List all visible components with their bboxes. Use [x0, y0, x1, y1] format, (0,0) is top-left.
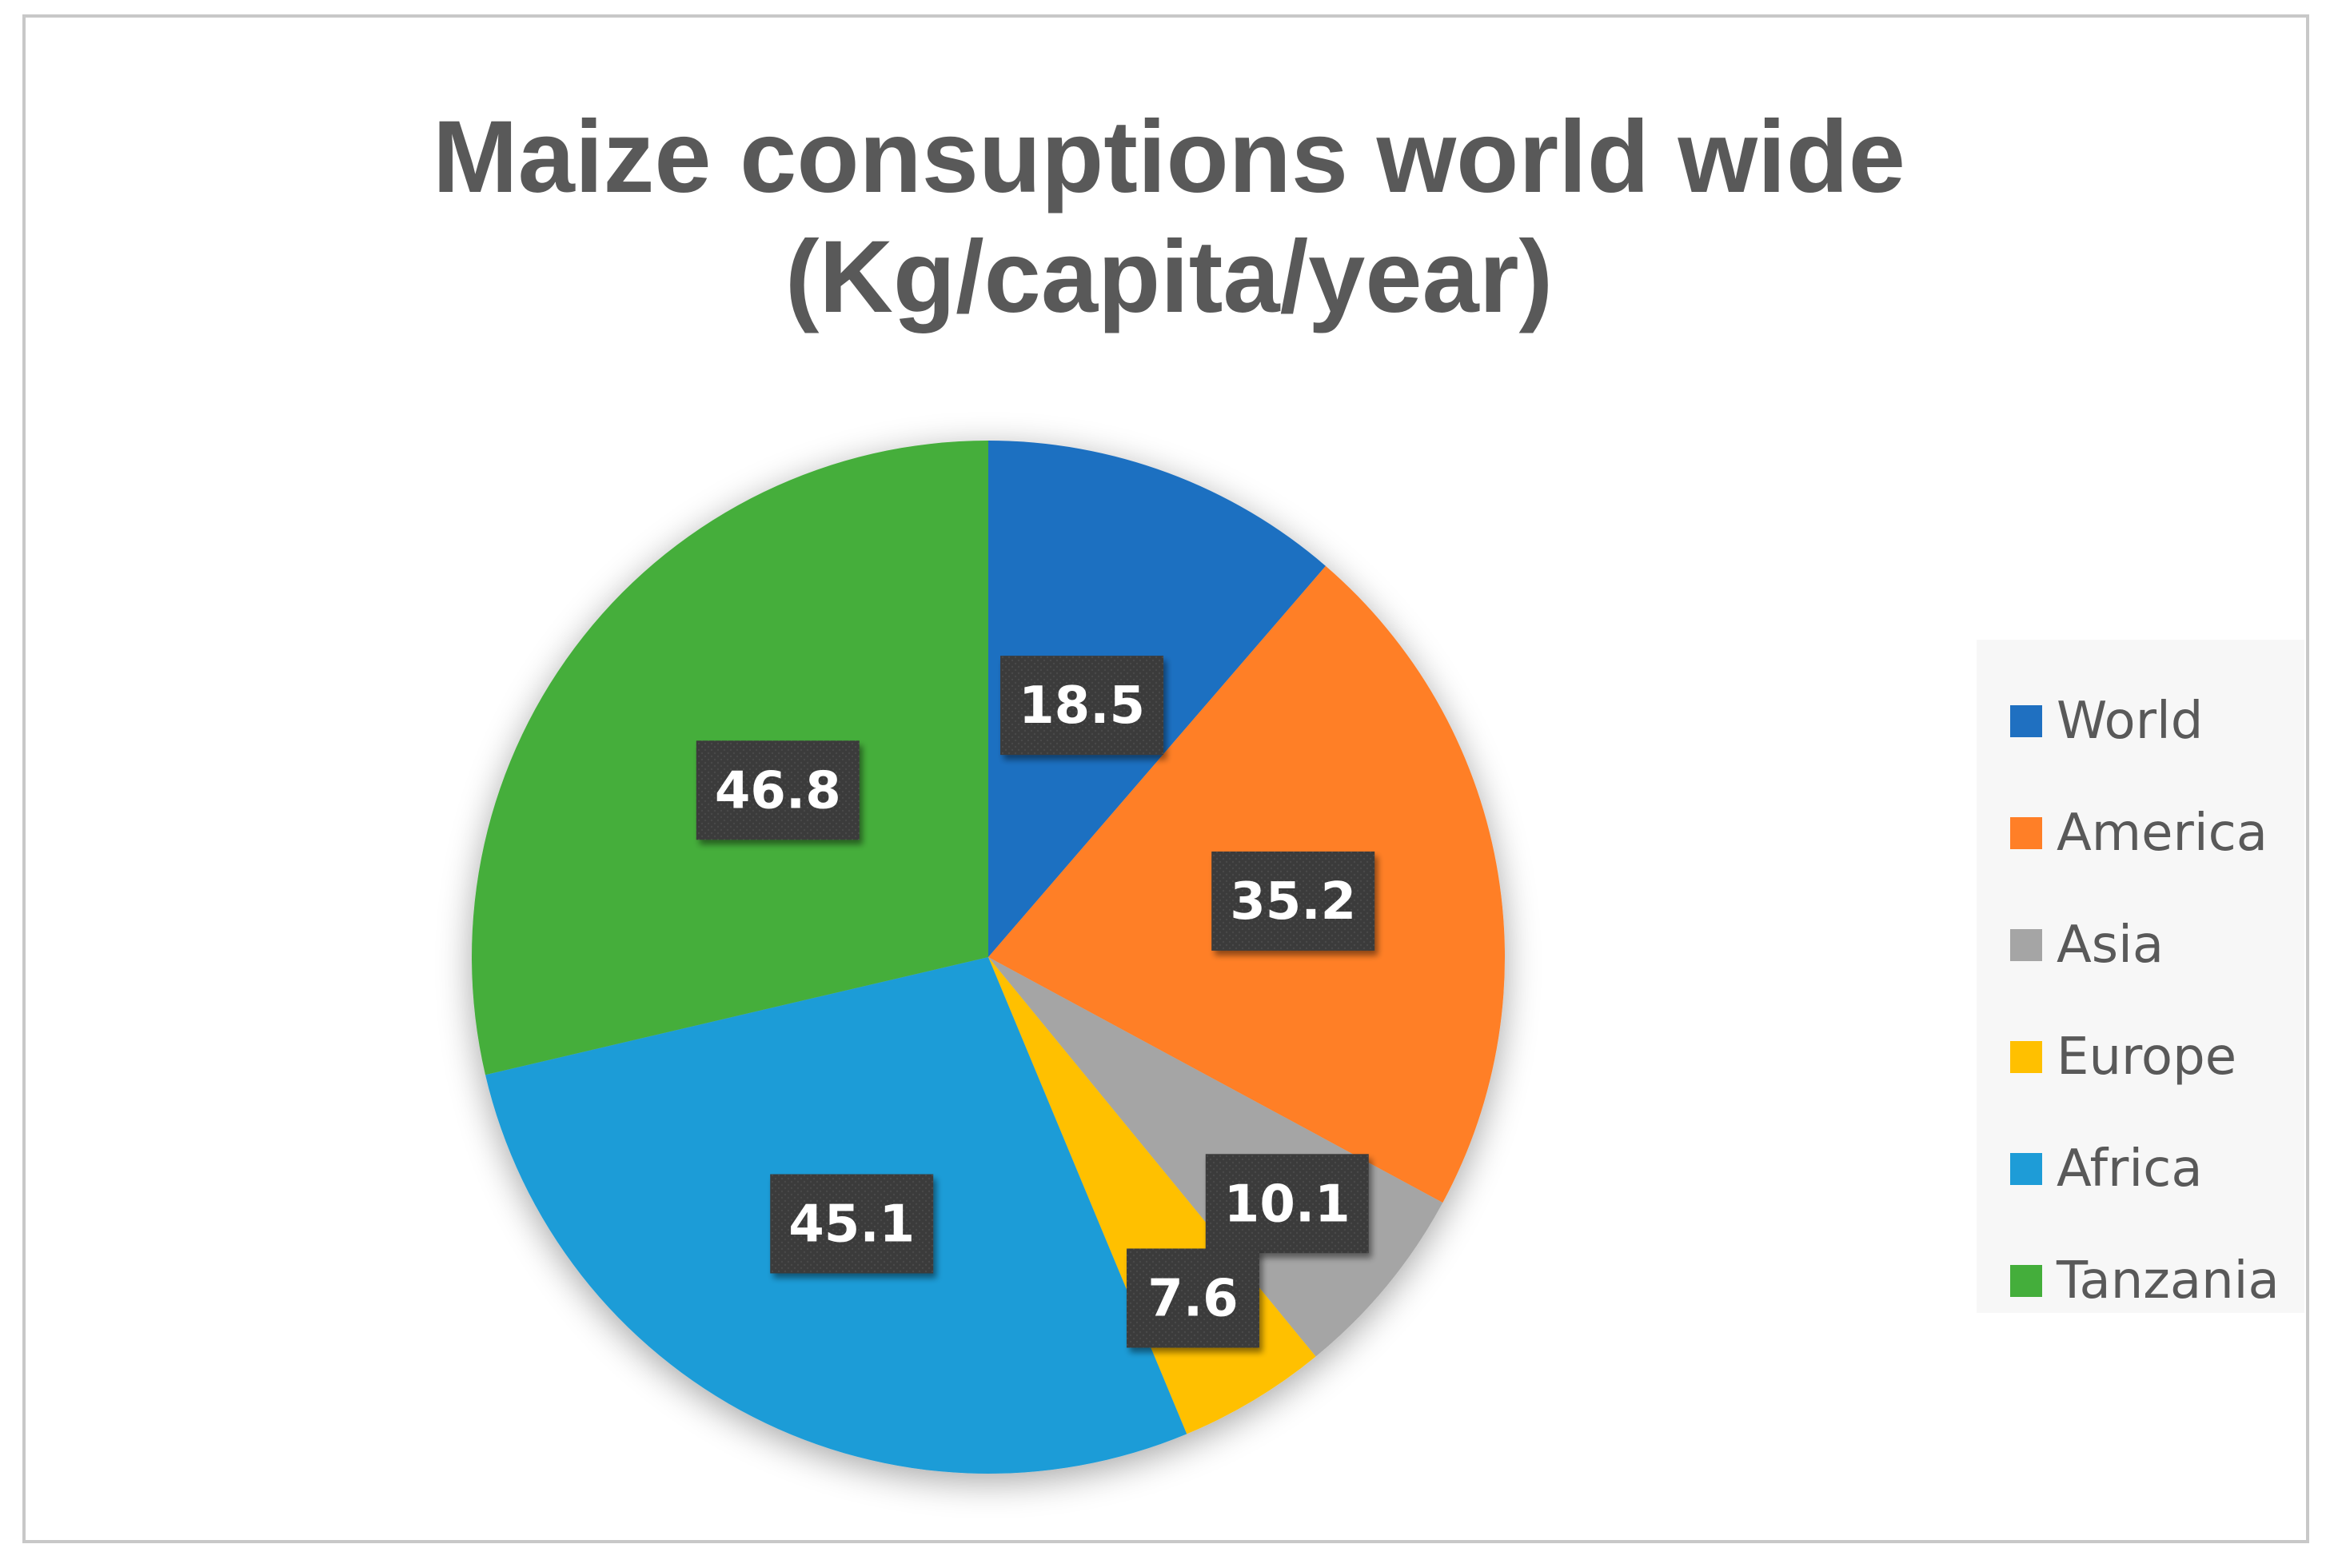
- legend-label-africa: Africa: [2057, 1139, 2203, 1199]
- chart-title: Maize consuptions world wide (Kg/capita/…: [26, 98, 2312, 337]
- data-label-text: 7.6: [1147, 1269, 1238, 1328]
- legend-item-tanzania: Tanzania: [2010, 1249, 2280, 1313]
- data-label-europe: 7.6: [1126, 1248, 1259, 1348]
- legend-item-world: World: [2010, 689, 2203, 753]
- legend-item-africa: Africa: [2010, 1137, 2203, 1201]
- data-label-box: [1211, 851, 1375, 951]
- data-label-text: 45.1: [788, 1195, 915, 1254]
- legend-label-world: World: [2057, 692, 2204, 751]
- legend-label-america: America: [2057, 804, 2268, 863]
- data-label-text: 18.5: [1019, 676, 1145, 736]
- legend-label-europe: Europe: [2057, 1027, 2237, 1087]
- legend-item-europe: Europe: [2010, 1025, 2236, 1089]
- chart-title-line-1: Maize consuptions world wide: [433, 100, 1905, 214]
- legend-item-america: America: [2010, 801, 2268, 865]
- data-label-text: 10.1: [1224, 1175, 1351, 1234]
- legend-label-tanzania: Tanzania: [2057, 1251, 2280, 1311]
- legend-swatch-africa: [2010, 1153, 2042, 1185]
- data-label-box: [770, 1174, 934, 1274]
- legend-swatch-tanzania: [2010, 1265, 2042, 1297]
- data-label-box: [1000, 656, 1164, 756]
- legend-swatch-europe: [2010, 1041, 2042, 1073]
- data-label-box: [696, 740, 860, 840]
- legend-swatch-world: [2010, 705, 2042, 737]
- data-label-text: 46.8: [715, 761, 841, 820]
- data-label-text: 35.2: [1230, 872, 1356, 932]
- data-label-box: [1205, 1154, 1369, 1254]
- data-label-asia: 10.1: [1205, 1154, 1369, 1254]
- legend-swatch-america: [2010, 817, 2042, 849]
- pie-slices: [472, 441, 1505, 1474]
- legend-label-asia: Asia: [2057, 916, 2164, 975]
- data-label-world: 18.5: [1000, 656, 1164, 756]
- chart-legend: World America Asia Europe Africa Tanzani…: [1977, 640, 2304, 1313]
- data-label-tanzania: 46.8: [696, 740, 860, 840]
- data-label-box: [1126, 1248, 1259, 1348]
- legend-swatch-asia: [2010, 929, 2042, 961]
- pie-data-labels: 18.5 35.2 10.1 7.6 45.1 46.8: [696, 656, 1375, 1348]
- legend-item-asia: Asia: [2010, 913, 2164, 977]
- data-label-africa: 45.1: [770, 1174, 934, 1274]
- data-label-america: 35.2: [1211, 851, 1375, 951]
- chart-title-line-2: (Kg/capita/year): [784, 220, 1554, 334]
